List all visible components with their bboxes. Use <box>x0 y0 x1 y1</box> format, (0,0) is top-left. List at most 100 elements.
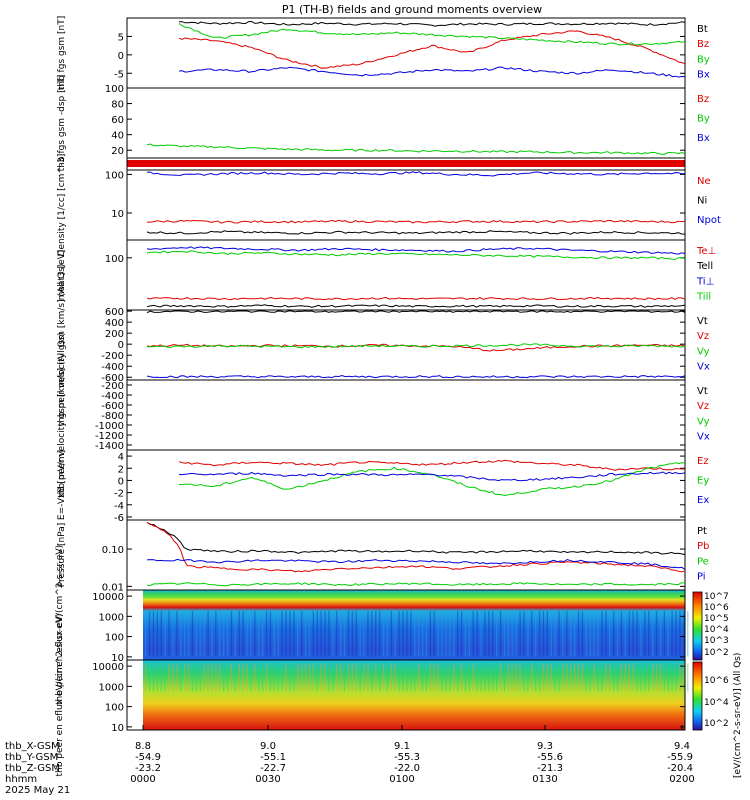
hhmm-value: 0130 <box>532 774 557 785</box>
spectrogram-texture <box>492 663 494 692</box>
colorbar-tick: 10^6 <box>704 676 729 686</box>
legend-entry: Pe <box>697 556 709 567</box>
spectrogram-texture <box>457 611 459 657</box>
series-line <box>178 459 686 471</box>
spectrogram-texture <box>379 611 381 657</box>
spectrogram-texture <box>382 611 385 657</box>
y-tick-label: 100 <box>105 170 124 181</box>
y-axis-label: moat3 [eV] <box>57 250 67 301</box>
data-gap <box>127 590 143 660</box>
spectrogram-texture <box>589 663 591 692</box>
y-tick-label: 1000 <box>99 612 124 623</box>
y-axis-label: Density [1/cc] [cm^-3] <box>57 154 67 257</box>
spectrogram-texture <box>320 663 322 692</box>
y-tick-label: -600 <box>101 401 124 412</box>
legend-entry: Pi <box>697 572 706 583</box>
spectrogram-texture <box>340 611 342 657</box>
spectrogram-texture <box>382 663 385 692</box>
spectrogram <box>127 590 685 660</box>
y-tick-label: 1000 <box>99 682 124 693</box>
spectrogram-texture <box>531 611 533 657</box>
x-gsm-value: -54.9 <box>135 752 161 763</box>
series-line <box>146 246 686 255</box>
spectrogram-texture <box>628 611 630 657</box>
spectrogram-texture <box>160 663 162 692</box>
y-tick-label: -6 <box>114 513 124 524</box>
spectrogram-texture <box>538 663 541 692</box>
spectrogram-texture <box>351 611 353 657</box>
spectrogram-texture <box>527 611 529 657</box>
spectrogram-texture <box>281 611 283 657</box>
spectrogram-texture <box>293 611 295 657</box>
spectrogram-texture <box>667 611 669 657</box>
spectrogram-texture <box>324 611 326 657</box>
spectrogram-texture <box>219 611 221 657</box>
spectrogram-texture <box>375 611 377 657</box>
spectrogram-texture <box>156 663 158 692</box>
spectrogram-texture <box>488 611 490 657</box>
spectrogram-texture <box>492 611 494 657</box>
spectrogram-texture <box>515 611 517 657</box>
series-line <box>178 462 686 497</box>
spectrogram-texture <box>511 663 513 692</box>
spectrogram-texture <box>234 611 236 657</box>
spectrogram-texture <box>250 663 252 692</box>
spectrogram-texture <box>308 611 311 657</box>
spectrogram-texture <box>464 611 467 657</box>
y-tick-label: 10000 <box>92 592 124 603</box>
series-line <box>146 343 686 349</box>
spectrogram-texture <box>453 663 455 692</box>
spectrogram-texture <box>476 663 478 692</box>
spectrogram-texture <box>460 663 463 692</box>
series-line <box>146 296 686 301</box>
spectrogram-texture <box>191 663 194 692</box>
y-tick-label: 10000 <box>92 662 124 673</box>
spectrogram-texture <box>332 611 334 657</box>
spectrogram-texture <box>679 663 681 692</box>
legend-entry: Vy <box>697 346 710 357</box>
y-axis-label: thb peer en eflux eV/(cm^2-s-sr-eV) <box>55 613 65 776</box>
spectrogram-texture <box>464 663 467 692</box>
spectrogram-texture <box>164 611 166 657</box>
spectrogram-texture <box>648 663 650 692</box>
spectrogram-texture <box>527 663 529 692</box>
spectrogram-texture <box>180 663 182 692</box>
spectrogram-texture <box>628 663 630 692</box>
spectrogram-texture <box>632 663 634 692</box>
spectrogram-texture <box>472 663 474 692</box>
spectrogram-texture <box>441 611 443 657</box>
legend-entry: Tell <box>696 261 713 272</box>
spectrogram-texture <box>184 663 186 692</box>
spectrogram-texture <box>347 611 350 657</box>
y-tick-label: -400 <box>101 391 124 402</box>
spectrogram-texture <box>285 663 287 692</box>
series-line <box>178 23 686 46</box>
spectrogram-texture <box>425 611 428 657</box>
spectrogram-texture <box>476 611 478 657</box>
spectrogram-texture <box>304 611 307 657</box>
spectrogram-texture <box>554 611 556 657</box>
series-line <box>146 558 686 570</box>
spectrogram-texture <box>593 663 595 692</box>
spectrogram-texture <box>285 611 287 657</box>
figure-title: P1 (TH-B) fields and ground moments over… <box>282 3 542 16</box>
spectrogram-texture <box>332 663 334 692</box>
spectrogram-texture <box>644 663 646 692</box>
legend-entry: Ni <box>697 195 707 206</box>
series-line <box>146 343 686 352</box>
spectrogram-texture <box>441 663 443 692</box>
y-gsm-value: -22.0 <box>394 763 420 774</box>
time-tick-label: 9.1 <box>394 741 410 752</box>
spectrogram-texture <box>398 611 400 657</box>
spectrogram-texture <box>176 611 178 657</box>
panel-frame <box>126 169 686 241</box>
y-tick-label: -4 <box>114 501 124 512</box>
spectrogram-texture <box>406 663 408 692</box>
legend-entry: Bx <box>697 133 710 144</box>
y-gsm-value: -23.2 <box>135 763 161 774</box>
spectrogram-texture <box>683 663 685 692</box>
y-tick-label: -1400 <box>95 441 124 452</box>
spectrogram-texture <box>340 663 342 692</box>
legend-entry: Vz <box>697 401 709 412</box>
